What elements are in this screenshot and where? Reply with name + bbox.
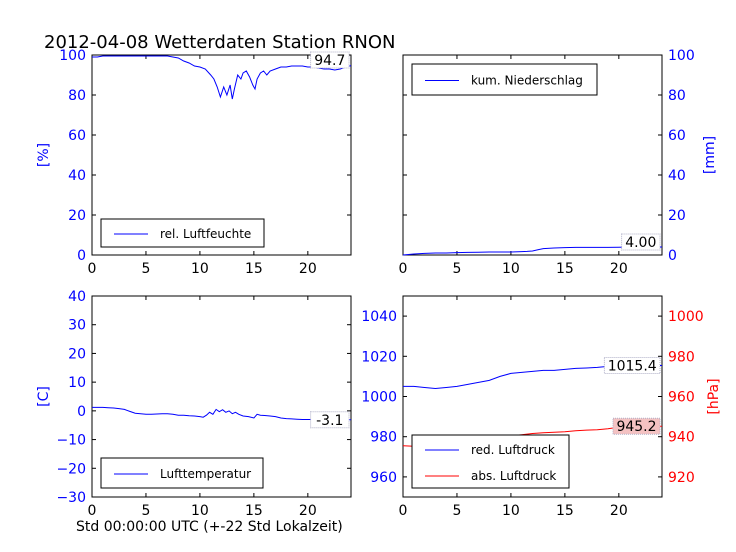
x-tick-label: 10 xyxy=(191,503,209,519)
x-tick-label: 10 xyxy=(502,261,520,277)
legend-label: rel. Luftfeuchte xyxy=(160,227,251,241)
series-line xyxy=(92,55,352,100)
series-line xyxy=(92,406,351,421)
x-tick-label: 5 xyxy=(141,261,150,277)
x-tick-label: 5 xyxy=(141,503,150,519)
pressure-panel: 0 5 10 15 20 960 980 1000 1020 1040 920 940 960 980 10… xyxy=(361,295,722,519)
y-tick-label: 80 xyxy=(668,88,686,104)
y-tick-label: 20 xyxy=(668,208,686,224)
value-box xyxy=(621,233,661,251)
value-box xyxy=(603,357,661,375)
x-tick-label: 0 xyxy=(88,261,97,277)
y-axis-label: [hPa] xyxy=(706,378,722,414)
x-tick-label: 10 xyxy=(502,503,520,519)
humidity-panel: 0 5 10 15 20 0 20 40 60 80 100 [%] 94.7 rel. Luftfeuc… xyxy=(36,48,352,277)
value-box xyxy=(612,417,661,435)
y-tick-label: −20 xyxy=(56,461,86,477)
y-tick-label: 0 xyxy=(77,404,86,420)
current-value-label: 945.2 xyxy=(616,419,656,435)
current-value-label: -3.1 xyxy=(316,413,343,429)
y-tick-label: 1040 xyxy=(361,309,397,325)
series-line xyxy=(402,246,662,256)
y-tick-label: 30 xyxy=(68,318,86,334)
value-box xyxy=(310,51,350,69)
x-tick-label: 15 xyxy=(556,503,574,519)
x-tick-label: 20 xyxy=(299,503,317,519)
current-value-label: 1015.4 xyxy=(608,359,657,375)
x-axis-label: Std 00:00:00 UTC (+-22 Std Lokalzeit) xyxy=(76,519,343,535)
y-axis-label: [C] xyxy=(36,386,52,407)
value-box xyxy=(310,411,350,429)
y-axis-label: [%] xyxy=(36,143,52,167)
y-tick-label: 920 xyxy=(668,470,695,486)
y-tick-label: 1000 xyxy=(361,390,397,406)
y-tick-label: 40 xyxy=(668,168,686,184)
temperature-panel: 0 5 10 15 20 −30 −20 −10 0 10 20 30 40 [C] -3.1 Lufttem… xyxy=(36,289,352,519)
current-value-label: 4.00 xyxy=(625,235,656,251)
y-tick-label: 0 xyxy=(668,248,677,264)
x-tick-label: 20 xyxy=(610,261,628,277)
y-tick-label: 960 xyxy=(668,390,695,406)
y-tick-label: 60 xyxy=(668,128,686,144)
legend-box xyxy=(411,434,570,489)
current-value-label: 94.7 xyxy=(314,53,345,69)
x-tick-label: 20 xyxy=(299,261,317,277)
y-tick-label: 1000 xyxy=(668,309,704,325)
x-tick-label: 15 xyxy=(245,261,263,277)
y-tick-label: 960 xyxy=(370,470,397,486)
y-tick-label: 40 xyxy=(68,168,86,184)
x-tick-label: 0 xyxy=(399,261,408,277)
legend-box xyxy=(100,218,265,248)
x-tick-label: 5 xyxy=(452,261,461,277)
y-tick-label: 0 xyxy=(77,248,86,264)
y-tick-label: 940 xyxy=(668,430,695,446)
y-tick-label: 20 xyxy=(68,346,86,362)
y-axis-label: [mm] xyxy=(702,136,718,174)
legend-box xyxy=(411,63,598,96)
y-tick-label: 980 xyxy=(668,349,695,365)
y-tick-label: 980 xyxy=(370,430,397,446)
x-tick-label: 0 xyxy=(399,503,408,519)
x-tick-label: 10 xyxy=(191,261,209,277)
x-tick-label: 20 xyxy=(610,503,628,519)
legend-label: Lufttemperatur xyxy=(160,467,251,481)
x-tick-label: 15 xyxy=(556,261,574,277)
x-tick-label: 5 xyxy=(452,503,461,519)
legend-box xyxy=(100,457,264,489)
y-tick-label: −10 xyxy=(56,433,86,449)
y-tick-label: 40 xyxy=(68,289,86,305)
legend-label: kum. Niederschlag xyxy=(471,74,583,88)
x-tick-label: 15 xyxy=(245,503,263,519)
y-tick-label: 80 xyxy=(68,88,86,104)
y-tick-label: 100 xyxy=(59,48,86,64)
y-tick-label: 100 xyxy=(668,48,695,64)
legend-label: abs. Luftdruck xyxy=(471,469,556,483)
x-tick-label: 0 xyxy=(88,503,97,519)
precipitation-panel: 0 5 10 15 20 0 20 40 60 80 100 [mm] 4.00 kum. Nieders… xyxy=(399,48,718,277)
y-tick-label: 10 xyxy=(68,375,86,391)
chart-title: 2012-04-08 Wetterdaten Station RNON xyxy=(44,32,395,53)
y-tick-label: −30 xyxy=(56,490,86,506)
y-tick-label: 20 xyxy=(68,208,86,224)
legend-label: red. Luftdruck xyxy=(471,443,555,457)
y-tick-label: 60 xyxy=(68,128,86,144)
y-tick-label: 1020 xyxy=(361,349,397,365)
